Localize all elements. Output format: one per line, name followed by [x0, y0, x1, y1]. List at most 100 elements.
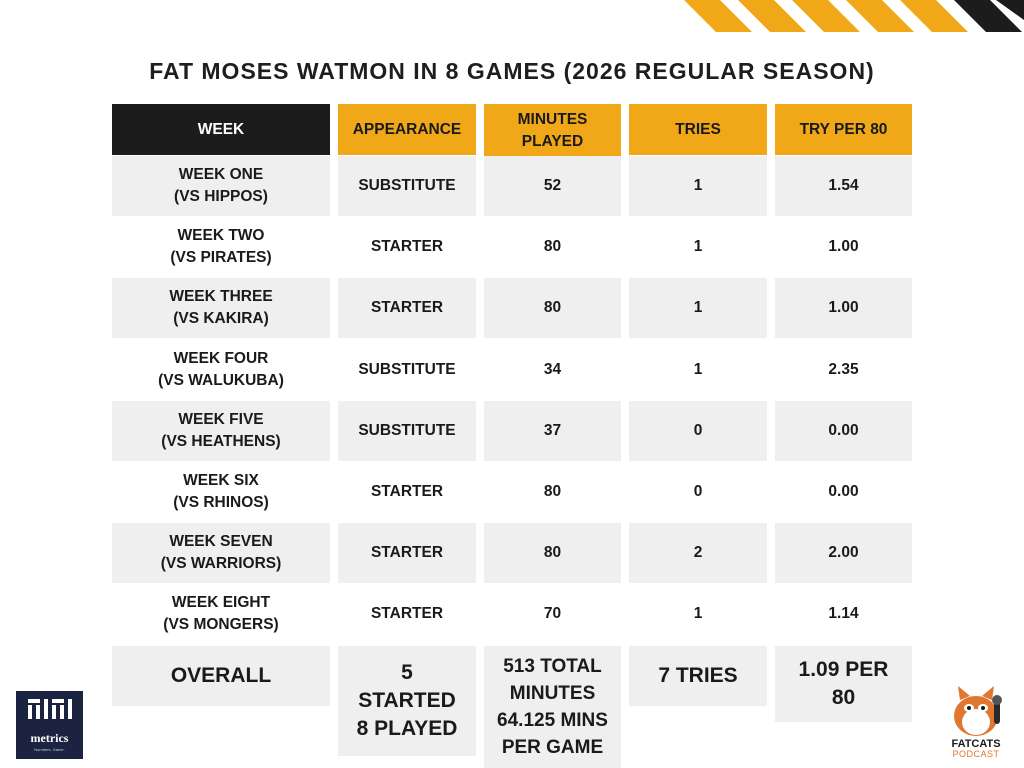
header-appearance: APPEARANCE: [338, 104, 476, 155]
overall-try80-line: 80: [831, 686, 856, 709]
cell-tries: 1: [629, 584, 767, 644]
cell-week-line: WEEK ONE: [178, 166, 264, 183]
cell-tries: 1: [629, 156, 767, 216]
cell-try80-line: 2.35: [828, 361, 859, 378]
cell-try80: 1.14: [775, 584, 912, 644]
cell-try80-line: 1.00: [828, 299, 859, 316]
cell-week-line: WEEK EIGHT: [171, 594, 271, 611]
overall-week: OVERALL: [112, 646, 330, 706]
page-title: FAT MOSES WATMON IN 8 GAMES (2026 REGULA…: [149, 58, 875, 84]
cell-week: WEEK SEVEN (VS WARRIORS): [112, 523, 330, 583]
cell-minutes: 70: [484, 584, 621, 644]
header-minutes: MINUTES PLAYED: [484, 104, 621, 158]
cell-try80-line: 1.00: [828, 238, 859, 255]
cell-tries: 1: [629, 340, 767, 400]
cell-minutes: 80: [484, 278, 621, 338]
cell-week-line: WEEK SEVEN: [169, 533, 273, 550]
overall-tries-line: 7 TRIES: [658, 664, 738, 687]
overall-week-line: OVERALL: [170, 664, 272, 687]
cell-week-line: WEEK TWO: [177, 227, 265, 244]
overall-minutes-line: 513 TOTAL: [503, 656, 602, 677]
cell-appearance: STARTER: [338, 278, 476, 338]
cell-appearance: STARTER: [338, 584, 476, 644]
cell-week-line: (VS WARRIORS): [160, 555, 282, 572]
cell-try80-line: 1.54: [828, 177, 859, 194]
cell-week-line: (VS RHINOS): [173, 494, 269, 511]
cell-week-line: WEEK THREE: [169, 288, 273, 305]
header-try80: TRY PER 80: [775, 104, 912, 155]
cell-minutes-line: 34: [543, 361, 562, 378]
cell-try80-line: 0.00: [828, 422, 859, 439]
cell-tries-line: 1: [693, 361, 703, 378]
cell-appearance: SUBSTITUTE: [338, 401, 476, 461]
cell-minutes-line: 80: [543, 483, 562, 500]
header-tries-line: TRIES: [675, 120, 721, 138]
fatcats-cat-icon: [954, 686, 1002, 736]
cell-week: WEEK SIX (VS RHINOS): [112, 462, 330, 522]
header-tries: TRIES: [629, 104, 767, 155]
cell-minutes-line: 80: [543, 238, 562, 255]
cell-tries: 1: [629, 278, 767, 338]
overall-try80-line: 1.09 PER: [798, 658, 889, 681]
cell-appearance: SUBSTITUTE: [338, 156, 476, 216]
cell-tries: 0: [629, 401, 767, 461]
cell-week-line: (VS HEATHENS): [161, 433, 281, 450]
cell-appearance: SUBSTITUTE: [338, 340, 476, 400]
cell-minutes-line: 70: [543, 605, 562, 622]
cell-try80: 0.00: [775, 401, 912, 461]
header-minutes-line: PLAYED: [521, 133, 584, 150]
metrics-logo-text: metrics: [30, 731, 69, 745]
cell-appearance-line: STARTER: [370, 299, 444, 316]
cell-tries-line: 0: [693, 483, 703, 500]
cell-appearance-line: SUBSTITUTE: [358, 361, 456, 378]
cell-try80-line: 1.14: [828, 605, 859, 622]
metrics-logo-mark: [28, 699, 72, 719]
cell-try80: 1.00: [775, 217, 912, 277]
overall-appearance: 5 STARTED 8 PLAYED: [338, 646, 476, 756]
cell-minutes: 80: [484, 523, 621, 583]
fatcats-logo-subtitle: PODCAST: [952, 749, 1000, 759]
cell-minutes: 80: [484, 462, 621, 522]
fatcats-logo-title: FATCATS: [951, 738, 1001, 750]
cell-minutes-line: 80: [543, 544, 562, 561]
metrics-logo: metrics Numbers. Game.: [16, 691, 83, 759]
overall-appearance-line: 5: [401, 661, 413, 684]
overall-minutes-line: PER GAME: [501, 737, 604, 758]
cell-appearance-line: STARTER: [370, 483, 444, 500]
cell-week-line: WEEK FIVE: [178, 411, 264, 428]
header-minutes-line: MINUTES: [517, 111, 588, 128]
cell-try80: 1.00: [775, 278, 912, 338]
overall-tries: 7 TRIES: [629, 646, 767, 706]
cell-week-line: (VS KAKIRA): [173, 310, 269, 327]
metrics-logo-tagline: Numbers. Game.: [34, 747, 65, 752]
cell-appearance-line: SUBSTITUTE: [358, 177, 456, 194]
cell-minutes: 34: [484, 340, 621, 400]
cell-week: WEEK TWO (VS PIRATES): [112, 217, 330, 277]
cell-try80: 2.00: [775, 523, 912, 583]
cell-tries-line: 1: [693, 177, 703, 194]
cell-week-line: (VS HIPPOS): [174, 188, 268, 205]
cell-tries-line: 2: [693, 544, 703, 561]
cell-tries-line: 1: [693, 299, 703, 316]
cell-week: WEEK EIGHT (VS MONGERS): [112, 584, 330, 644]
cell-try80-line: 2.00: [828, 544, 859, 561]
cell-appearance: STARTER: [338, 217, 476, 277]
cell-minutes: 37: [484, 401, 621, 461]
header-week-line: WEEK: [197, 120, 245, 138]
cell-try80: 2.35: [775, 340, 912, 400]
cell-tries: 1: [629, 217, 767, 277]
header-appearance-line: APPEARANCE: [352, 120, 462, 138]
cell-appearance: STARTER: [338, 462, 476, 522]
cell-minutes-line: 80: [543, 299, 562, 316]
overall-appearance-line: STARTED: [358, 689, 456, 712]
cell-tries: 2: [629, 523, 767, 583]
cell-try80-line: 0.00: [828, 483, 859, 500]
cell-appearance: STARTER: [338, 523, 476, 583]
cell-appearance-line: STARTER: [370, 605, 444, 622]
decorative-stripes: [660, 0, 1024, 32]
cell-try80: 0.00: [775, 462, 912, 522]
cell-tries-line: 1: [693, 238, 703, 255]
cell-minutes-line: 52: [543, 177, 562, 194]
cell-week: WEEK THREE (VS KAKIRA): [112, 278, 330, 338]
overall-try80: 1.09 PER 80: [775, 646, 912, 722]
